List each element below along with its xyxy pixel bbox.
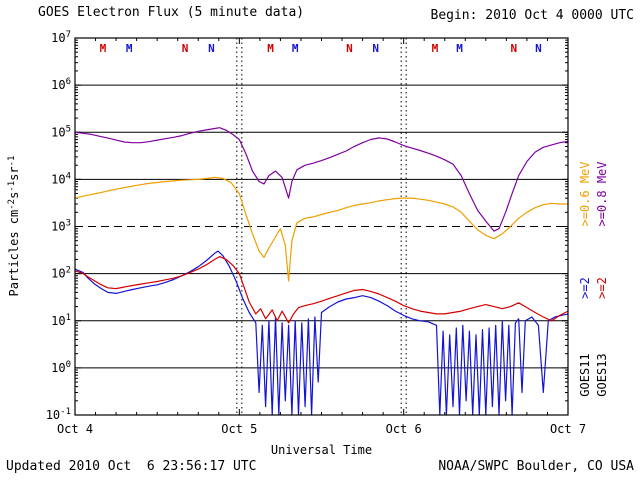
marker-M: M — [456, 42, 463, 55]
marker-M: M — [126, 42, 133, 55]
legend-label: GOES13 — [595, 353, 609, 396]
x-axis-label: Universal Time — [270, 443, 373, 457]
y-tick-label: 103 — [51, 219, 71, 234]
begin-timestamp: Begin: 2010 Oct 4 0000 UTC — [430, 8, 635, 23]
marker-N: N — [346, 42, 353, 55]
marker-N: N — [182, 42, 189, 55]
y-tick-label: 105 — [51, 124, 71, 139]
chart-title: GOES Electron Flux (5 minute data) — [38, 5, 305, 20]
x-tick-label: Oct 5 — [221, 422, 257, 436]
legend-label: >=2 — [578, 277, 592, 299]
legend-label: >=0.6 MeV — [578, 161, 592, 226]
y-tick-label: 102 — [51, 266, 71, 281]
x-tick-label: Oct 4 — [57, 422, 93, 436]
y-tick-label: 106 — [51, 77, 71, 92]
marker-M: M — [292, 42, 299, 55]
marker-N: N — [208, 42, 215, 55]
marker-M: M — [100, 42, 107, 55]
series-GOES11 >=2 MeV — [74, 250, 569, 416]
legend-label: >=0.8 MeV — [595, 161, 609, 226]
y-tick-label: 104 — [51, 171, 71, 186]
marker-N: N — [372, 42, 379, 55]
marker-M: M — [432, 42, 439, 55]
legend-label: GOES11 — [578, 353, 592, 396]
marker-N: N — [510, 42, 517, 55]
source-label: NOAA/SWPC Boulder, CO USA — [438, 459, 634, 474]
series-GOES13 >=0.8 MeV — [74, 127, 569, 232]
y-tick-label: 101 — [51, 313, 71, 328]
series-GOES13 >=2 MeV — [74, 256, 569, 324]
marker-N: N — [535, 42, 542, 55]
y-axis-label: Particles cm-2s-1sr-1 — [7, 156, 21, 297]
legend-label: >=2 — [595, 277, 609, 299]
x-tick-label: Oct 6 — [386, 422, 422, 436]
series-GOES11 >=0.6 MeV — [74, 176, 568, 282]
plot-frame — [74, 37, 569, 416]
y-tick-label: 10-1 — [46, 407, 71, 422]
x-tick-label: Oct 7 — [550, 422, 586, 436]
y-tick-label: 100 — [51, 360, 71, 375]
y-tick-label: 107 — [51, 30, 71, 45]
updated-timestamp: Updated 2010 Oct 6 23:56:17 UTC — [6, 459, 257, 474]
marker-M: M — [267, 42, 274, 55]
